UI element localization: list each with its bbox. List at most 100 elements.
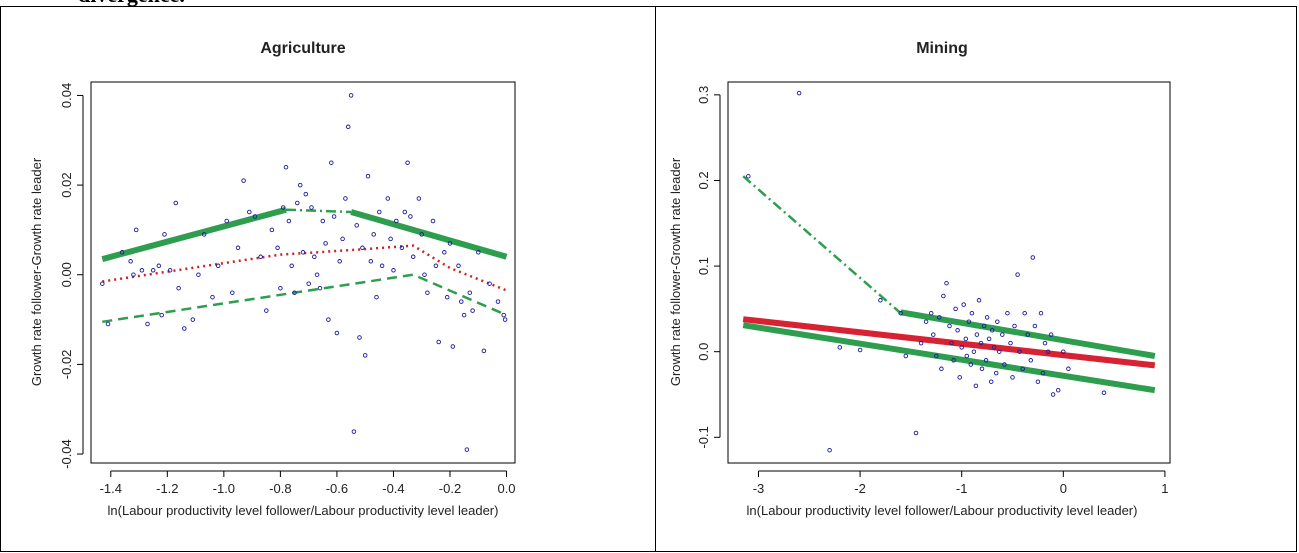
data-point [252, 214, 258, 219]
x-ticks: -1.4 -1.2 -1.0 -0.8 -0.6 -0.4 -0.2 0.0 [100, 470, 516, 496]
data-point [343, 196, 348, 201]
y-axis-label: Growth rate follower-Growth rate leader [668, 157, 683, 386]
data-point [1045, 349, 1051, 354]
data-point [433, 263, 439, 269]
data-point [312, 254, 317, 260]
data-point [1030, 255, 1036, 260]
data-point [959, 345, 964, 350]
data-point [297, 182, 303, 188]
data-point [1028, 358, 1034, 363]
data-point [961, 302, 966, 307]
data-point [1032, 323, 1038, 329]
data-point [969, 310, 975, 316]
data-point [989, 328, 995, 333]
x-tick-label: -1.4 [100, 481, 122, 496]
data-point [1010, 375, 1015, 380]
x-tick-label: 0 [1060, 481, 1067, 496]
data-point [951, 358, 956, 363]
data-point [264, 308, 269, 313]
data-point [968, 362, 974, 367]
x-ticks: -3 -2 -1 0 1 [753, 470, 1169, 496]
data-point [408, 214, 413, 219]
data-point [976, 298, 982, 303]
data-point [1040, 370, 1046, 376]
data-point [402, 209, 408, 215]
y-tick-label: 0.00 [59, 262, 74, 287]
x-tick-label: -1.2 [156, 481, 178, 496]
data-point [176, 285, 181, 291]
data-point [399, 245, 405, 251]
data-point [487, 281, 492, 286]
data-point [1035, 379, 1041, 384]
chart-title: Mining [916, 40, 968, 57]
data-point [167, 268, 173, 273]
x-tick-label: 1 [1161, 481, 1168, 496]
data-point [947, 323, 952, 329]
fit-line-dashdot [285, 208, 352, 214]
y-tick-label: 0.0 [696, 343, 711, 361]
x-tick-label: -0.6 [326, 481, 348, 496]
data-point [405, 160, 410, 165]
panel-divider [655, 6, 656, 552]
data-point [379, 263, 385, 269]
data-point [934, 353, 939, 359]
data-point [348, 93, 354, 98]
data-point [377, 209, 382, 215]
data-point [1025, 332, 1030, 337]
data-point [450, 344, 456, 349]
chart-mining: Mining -0.1 0.0 0.1 0.2 0.3 -3 -2 -1 0 1 ln(Labo… [668, 40, 1171, 518]
data-point [1055, 387, 1061, 393]
data-point [280, 205, 286, 210]
data-point [1022, 310, 1027, 316]
data-point [973, 383, 979, 389]
plot-box [727, 81, 1171, 464]
x-tick-label: -3 [753, 481, 765, 496]
data-point [1061, 349, 1066, 354]
data-point [365, 173, 371, 179]
fit-lines [742, 175, 1156, 394]
data-point [300, 250, 306, 255]
data-point [303, 191, 309, 197]
data-point [993, 370, 999, 376]
data-point [981, 323, 987, 329]
data-point [1012, 323, 1017, 329]
data-point [317, 285, 323, 291]
y-ticks: -0.04 -0.02 0.00 0.02 0.04 [59, 83, 84, 469]
data-point [476, 250, 481, 255]
data-point [991, 345, 997, 350]
data-point [258, 254, 263, 260]
top-caption: divergence. [78, 0, 185, 8]
data-point [337, 259, 342, 264]
y-tick-label: -0.02 [59, 350, 74, 380]
x-tick-label: -2 [854, 481, 866, 496]
data-point [391, 268, 396, 273]
data-point [957, 375, 962, 380]
data-point [210, 294, 215, 300]
data-point [247, 209, 252, 215]
y-tick-label: -0.04 [59, 439, 74, 469]
data-point [796, 90, 802, 96]
data-point [320, 218, 326, 224]
data-point [351, 429, 357, 434]
data-point [931, 332, 936, 337]
data-point [334, 330, 340, 336]
data-point [190, 317, 196, 322]
data-point [196, 272, 201, 277]
fit-line-solid-thick [101, 206, 287, 262]
data-point [133, 227, 139, 233]
data-point [292, 290, 297, 295]
data-point [201, 232, 207, 237]
data-point [481, 348, 487, 354]
data-points [100, 93, 508, 452]
data-point [309, 205, 314, 210]
data-point [974, 332, 980, 337]
data-point [371, 232, 376, 237]
data-point [1002, 362, 1007, 367]
data-point [410, 254, 416, 260]
data-point [1050, 392, 1056, 397]
data-point [283, 164, 289, 170]
data-point [464, 447, 470, 452]
data-point [1005, 310, 1010, 316]
data-point [995, 319, 1000, 324]
data-point [502, 317, 508, 322]
